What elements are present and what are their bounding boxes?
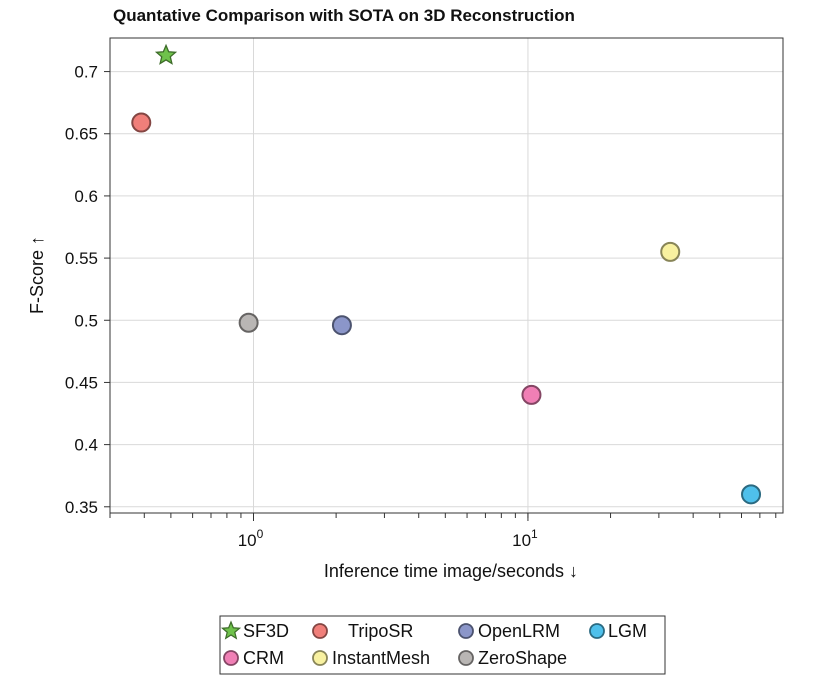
legend-label-crm: CRM [243, 648, 284, 668]
legend-label-zeroshape: ZeroShape [478, 648, 567, 668]
y-tick-label: 0.55 [65, 249, 98, 268]
legend-label-instantmesh: InstantMesh [332, 648, 430, 668]
x-tick-label: 100 [238, 527, 264, 550]
point-crm [521, 384, 542, 405]
legend-marker-triposr [312, 623, 328, 639]
point-sf3d [154, 43, 178, 65]
legend-marker-zeroshape [458, 650, 474, 666]
legend: SF3D TripoSR OpenLRM LGM CRM InstantMesh ZeroS… [220, 620, 647, 668]
chart-title: Quantative Comparison with SOTA on 3D Re… [113, 6, 575, 25]
y-tick-label: 0.45 [65, 373, 98, 392]
legend-marker-lgm [589, 623, 605, 639]
y-axis-label: F-Score ↑ [27, 236, 47, 314]
y-tick-label: 0.35 [65, 498, 98, 517]
point-openlrm [331, 315, 352, 336]
legend-label-openlrm: OpenLRM [478, 621, 560, 641]
x-axis-label: Inference time image/seconds ↓ [324, 561, 578, 581]
marks-layer [131, 43, 762, 505]
point-zeroshape [238, 312, 259, 333]
axis-layer: 0.35 0.4 0.45 0.5 0.55 0.6 0.65 0.7 100 101 [65, 63, 777, 550]
point-triposr [131, 112, 152, 133]
y-tick-label: 0.6 [74, 187, 98, 206]
legend-label-lgm: LGM [608, 621, 647, 641]
x-tick-label: 101 [512, 527, 538, 550]
legend-marker-instantmesh [312, 650, 328, 666]
point-lgm [741, 484, 762, 505]
legend-label-sf3d: SF3D [243, 621, 289, 641]
grid-layer [110, 38, 783, 513]
point-instantmesh [660, 241, 681, 262]
legend-marker-openlrm [458, 623, 474, 639]
legend-box [219, 615, 666, 675]
legend-label-triposr: TripoSR [348, 621, 413, 641]
legend-marker-crm [223, 650, 239, 666]
legend-marker-sf3d [220, 620, 242, 640]
y-tick-label: 0.65 [65, 125, 98, 144]
y-tick-label: 0.4 [74, 436, 98, 455]
y-tick-label: 0.7 [74, 63, 98, 82]
plot-frame [109, 37, 784, 514]
y-tick-label: 0.5 [74, 311, 98, 330]
